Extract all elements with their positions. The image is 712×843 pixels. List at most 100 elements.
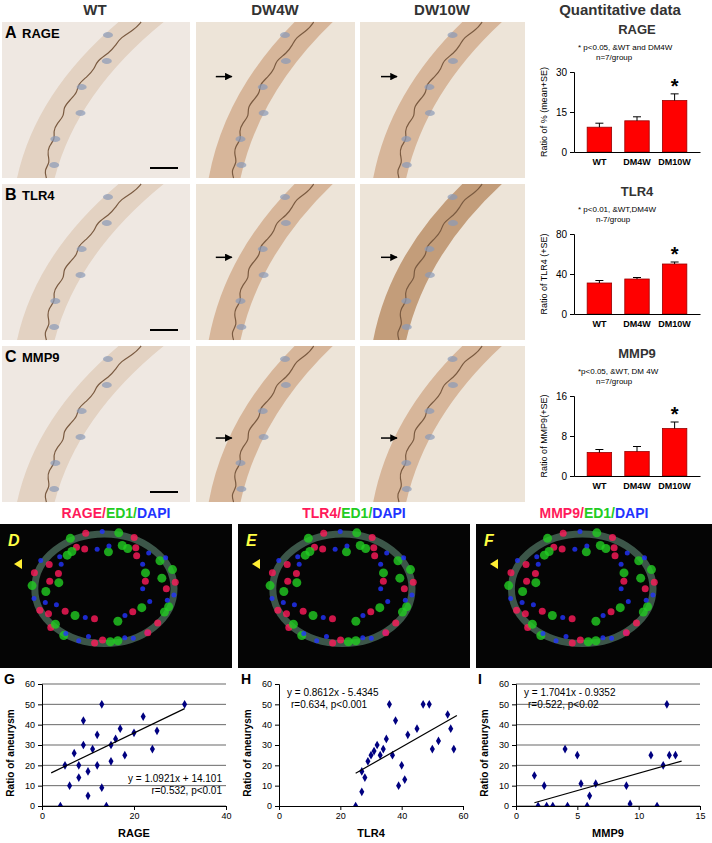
tick-label: 0 [267, 801, 272, 811]
tick: 15 [695, 806, 705, 821]
micrograph-background [2, 346, 190, 502]
cell-signal [543, 534, 552, 543]
cell-signal [384, 550, 389, 555]
point [544, 802, 549, 806]
tick-label: 60 [499, 679, 509, 689]
cell-signal [623, 629, 630, 636]
cell-signal [401, 555, 406, 560]
cell-signal [577, 529, 582, 534]
tick: 30 [25, 740, 42, 750]
y-axis-title: Ratio of MMP9(+SE) [539, 395, 549, 478]
nucleus [448, 194, 458, 200]
cell-signal [133, 552, 140, 559]
cell-signal [62, 608, 69, 615]
tick-mark [577, 806, 578, 810]
cell-signal [619, 568, 628, 577]
cell-signal [281, 600, 286, 605]
tick-label: WT [592, 481, 606, 491]
grid [42, 684, 226, 806]
axis: WTDM4WDM10W [575, 152, 701, 167]
fluorescence-image [238, 524, 470, 668]
tick: 0 [514, 806, 519, 821]
cell-signal [276, 558, 281, 563]
nucleus [102, 58, 112, 64]
cell-signal [352, 528, 361, 537]
tick-mark [38, 765, 42, 766]
nucleus [448, 32, 458, 38]
tick-mark [38, 786, 42, 787]
elastic-lamina [398, 22, 482, 178]
annotation: r=0.532, p<0.01 [151, 785, 222, 796]
cell-signal [338, 529, 343, 534]
cell-signal [344, 637, 353, 646]
cell-signal [385, 599, 390, 604]
nucleus [259, 110, 269, 116]
micrograph [2, 346, 190, 502]
point [141, 712, 146, 721]
cell-signal [611, 544, 618, 551]
cell-signal [520, 600, 525, 605]
tick: 10 [262, 781, 279, 791]
nucleus [402, 162, 412, 168]
cell-signal [642, 555, 647, 560]
tick: 0 [561, 309, 574, 320]
point [436, 737, 441, 746]
grid-line [42, 704, 226, 705]
tick-mark [512, 765, 516, 766]
tick-label: 50 [25, 700, 35, 710]
bars [587, 262, 687, 314]
cell-signal [46, 561, 53, 568]
cell-signal [45, 610, 52, 617]
y-axis-title: Ratio of aneurysm [479, 709, 490, 796]
cell-signal [36, 607, 43, 614]
cell-signal [344, 543, 349, 548]
micrograph-background [196, 22, 355, 178]
point [402, 775, 407, 784]
tick: 20 [262, 761, 279, 771]
stain-label: TLR4 [22, 188, 55, 203]
point [81, 741, 86, 750]
nucleus [102, 220, 112, 226]
channel-name: DAPI [615, 505, 648, 521]
tick-label: 40 [262, 720, 272, 730]
tick-label: 40 [499, 720, 509, 730]
cell-signal [270, 596, 275, 601]
cell-signal [129, 608, 136, 615]
bar [662, 264, 686, 314]
tick-label: 30 [499, 740, 509, 750]
tick-label: 60 [25, 679, 35, 689]
cell-signal [146, 550, 151, 555]
cell-signal [95, 547, 100, 552]
significance-marker: * [671, 75, 679, 97]
nucleus [401, 460, 411, 466]
tick-mark [340, 806, 341, 810]
cell-signal [160, 607, 169, 616]
point [667, 751, 672, 760]
grid-line [42, 684, 226, 685]
tick-mark [570, 112, 574, 113]
cell-signal [333, 547, 338, 552]
micrograph [196, 184, 355, 340]
cell-signal [513, 607, 520, 614]
cell-signal [612, 552, 619, 559]
axis: 04080 [556, 229, 575, 320]
cell-signal [279, 587, 288, 596]
cell-signal [559, 546, 566, 553]
cell-signal [122, 635, 127, 640]
axis: WTDM4WDM10W [575, 314, 701, 329]
cell-signal [370, 544, 377, 551]
x-axis-title: TLR4 [357, 827, 385, 839]
cell-signal [131, 636, 136, 641]
tick: 16 [556, 391, 574, 402]
tick-mark [700, 806, 701, 810]
tick: WT [592, 476, 606, 491]
y-axis-title: Ratio of aneurysm [242, 709, 253, 796]
cell-signal [378, 586, 383, 591]
chart-title: MMP9 [618, 346, 656, 361]
point [448, 724, 453, 733]
tick-mark [275, 745, 279, 746]
point [95, 761, 100, 770]
cell-signal [619, 586, 624, 591]
elastic-lamina [45, 346, 141, 502]
bar [662, 101, 686, 152]
